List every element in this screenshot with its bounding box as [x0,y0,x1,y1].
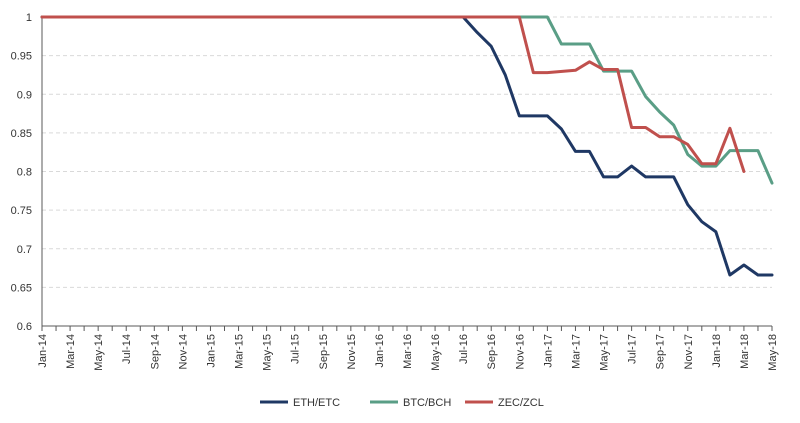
x-tick-label: May-15 [262,334,274,371]
x-tick-label: May-14 [93,334,105,371]
x-tick-label: Sep-14 [149,334,161,369]
x-tick-label: Jan-18 [711,334,723,368]
x-tick-label: Mar-17 [570,334,582,369]
x-tick-label: Jul-16 [458,334,470,364]
x-tick-labels: Jan-14 Mar-14 May-14 Jul-14 Sep-14 Nov-14 Jan-… [37,334,779,371]
legend-label: ETH/ETC [293,397,340,409]
legend: ETH/ETC BTC/BCH ZEC/ZCL [260,397,544,409]
series-lines [40,15,774,277]
x-tick-label: Jan-14 [37,334,49,368]
y-tick-label: 1 [26,12,32,24]
x-tick-label: Mar-14 [65,334,77,369]
y-tick-label: 0.75 [11,205,32,217]
x-tick-label: Nov-14 [177,334,189,369]
x-tick-label: Sep-17 [655,334,667,369]
y-tick-labels: 0.6 0.65 0.7 0.75 0.8 0.85 0.9 0.95 1 [11,12,32,333]
legend-label: ZEC/ZCL [498,397,544,409]
legend-label: BTC/BCH [403,397,451,409]
y-tick-label: 0.95 [11,51,32,63]
x-tick-label: Nov-16 [514,334,526,369]
y-tick-label: 0.85 [11,128,32,140]
series-line-btc-bch [40,15,774,185]
x-tick-label: Sep-15 [318,334,330,369]
x-tick-label: Jan-17 [542,334,554,368]
x-tick-label: Jan-16 [374,334,386,368]
x-tick-label: Nov-15 [346,334,358,369]
x-tick-label: Mar-18 [739,334,751,369]
x-tick-label: Nov-17 [683,334,695,369]
x-tick-label: Mar-15 [234,334,246,369]
x-tick-label: Jul-14 [121,334,133,364]
x-tick-label: May-16 [430,334,442,371]
x-tick-label: Mar-16 [402,334,414,369]
y-tick-label: 0.7 [17,244,32,256]
series-line-zec-zcl [40,15,746,173]
x-tick-label: May-18 [767,334,779,371]
y-tick-label: 0.9 [17,89,32,101]
y-tick-label: 0.65 [11,282,32,294]
x-tick-label: Jul-15 [290,334,302,364]
x-tick-label: May-17 [599,334,611,371]
x-tick-label: Jan-15 [205,334,217,368]
x-tick-label: Jul-17 [627,334,639,364]
y-tick-label: 0.6 [17,321,32,333]
axes [41,17,773,331]
x-tick-label: Sep-16 [486,334,498,369]
y-tick-label: 0.8 [17,167,32,179]
series-line-eth-etc [40,15,774,277]
grid-lines [42,16,772,288]
